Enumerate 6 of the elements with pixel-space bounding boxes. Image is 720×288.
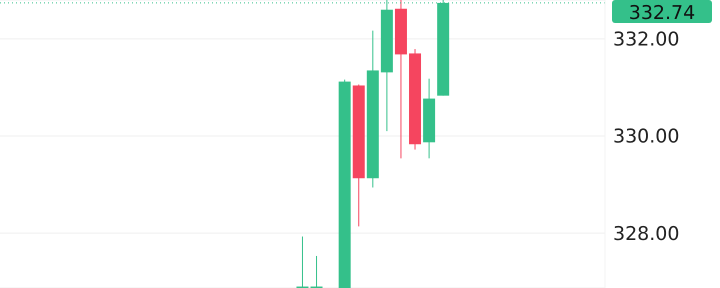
y-tick-label: 330.00 — [613, 126, 680, 148]
candlestick — [310, 255, 323, 288]
candlestick — [296, 236, 308, 288]
y-tick-label: 332.00 — [613, 28, 680, 51]
y-tick-label: 328.00 — [613, 222, 680, 245]
ref-line-label: 332.74 — [628, 2, 696, 24]
